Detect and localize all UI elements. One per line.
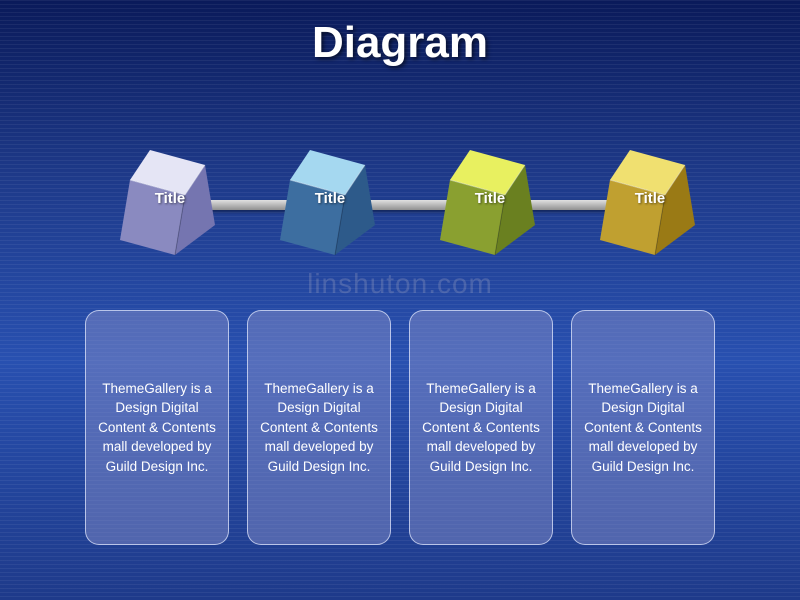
content-card-1: ThemeGallery is a Design Digital Content…: [85, 310, 229, 545]
cube-label: Title: [590, 190, 710, 207]
cards-row: ThemeGallery is a Design Digital Content…: [85, 310, 715, 545]
card-text: ThemeGallery is a Design Digital Content…: [420, 379, 542, 477]
slide-title: Diagram: [0, 18, 800, 68]
card-text: ThemeGallery is a Design Digital Content…: [582, 379, 704, 477]
cube-4: Title: [590, 140, 710, 260]
cube-label: Title: [110, 190, 230, 207]
content-card-2: ThemeGallery is a Design Digital Content…: [247, 310, 391, 545]
cube-2: Title: [270, 140, 390, 260]
card-text: ThemeGallery is a Design Digital Content…: [258, 379, 380, 477]
slide: Diagram linshuton.com Title Title: [0, 0, 800, 600]
cubes-row: Title Title Title Title: [0, 130, 800, 290]
cube-1: Title: [110, 140, 230, 260]
cube-label: Title: [430, 190, 550, 207]
cube-label: Title: [270, 190, 390, 207]
content-card-3: ThemeGallery is a Design Digital Content…: [409, 310, 553, 545]
content-card-4: ThemeGallery is a Design Digital Content…: [571, 310, 715, 545]
card-text: ThemeGallery is a Design Digital Content…: [96, 379, 218, 477]
cube-3: Title: [430, 140, 550, 260]
